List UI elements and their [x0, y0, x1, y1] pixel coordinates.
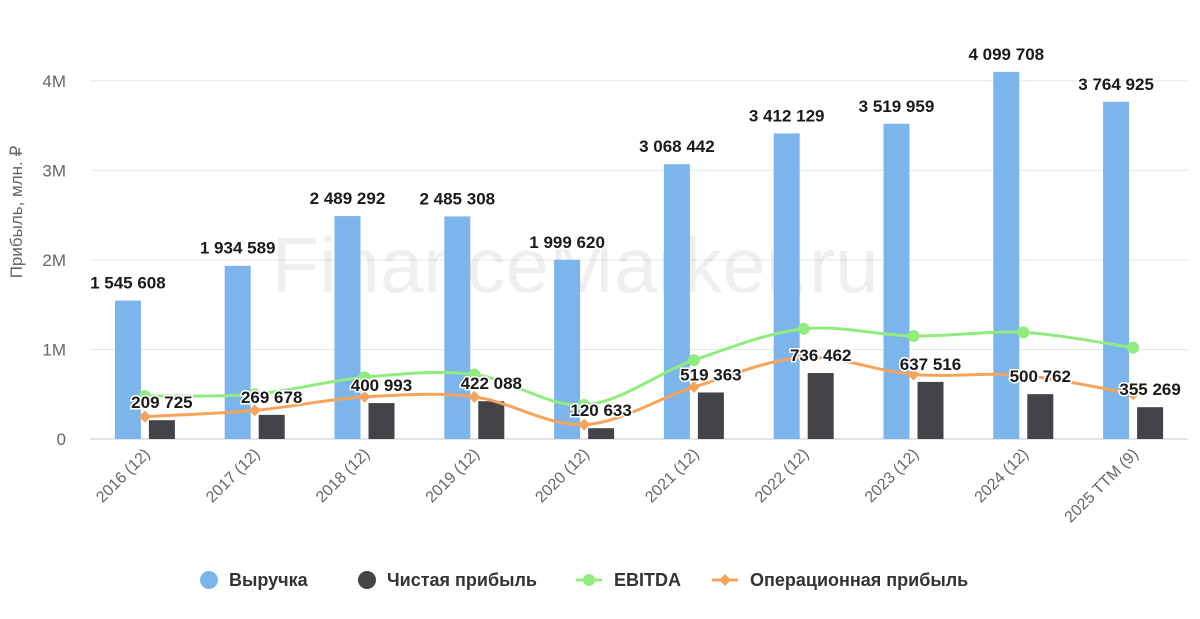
y-tick-label: 2M — [42, 251, 66, 270]
point-ebitda[interactable] — [248, 388, 261, 401]
y-axis: 0 1M 2M 3M 4M — [42, 72, 66, 449]
point-ebitda[interactable] — [797, 322, 810, 335]
bar-revenue[interactable] — [1103, 101, 1130, 439]
bar-revenue[interactable] — [334, 216, 361, 439]
x-tick-label: 2022 (12) — [752, 446, 812, 506]
net-profit-data-label: 500 762 — [1010, 367, 1071, 386]
net-profit-data-label: 519 363 — [680, 365, 741, 384]
revenue-data-label: 4 099 708 — [968, 45, 1044, 64]
point-ebitda[interactable] — [138, 390, 151, 403]
legend-item[interactable]: EBITDA — [576, 570, 681, 590]
data-labels: 1 545 608 1 934 589 2 489 292 2 485 308 1 99… — [89, 43, 1183, 421]
revenue-data-label: 3 068 442 — [639, 137, 715, 156]
legend[interactable]: Выручка Чистая прибыль EBITDA Операционная … — [200, 570, 968, 590]
revenue-data-label: 2 485 308 — [419, 189, 495, 208]
point-operating-profit[interactable] — [1017, 369, 1030, 382]
x-tick-label: 2023 (12) — [862, 446, 922, 506]
y-tick-label: 0 — [57, 430, 66, 449]
point-ebitda[interactable] — [1017, 326, 1030, 339]
point-operating-profit[interactable] — [468, 390, 481, 403]
bar-net-profit[interactable] — [1027, 394, 1054, 439]
legend-label: EBITDA — [614, 570, 681, 590]
y-tick-label: 1M — [42, 340, 66, 359]
legend-marker — [358, 571, 376, 589]
point-ebitda[interactable] — [468, 368, 481, 381]
bar-net-profit[interactable] — [258, 414, 285, 439]
revenue-data-label: 2 489 292 — [310, 189, 386, 208]
point-operating-profit[interactable] — [687, 381, 700, 394]
legend-item[interactable]: Выручка — [200, 570, 309, 590]
revenue-data-label: 3 764 925 — [1078, 75, 1154, 94]
revenue-data-label: 1 545 608 — [90, 274, 166, 293]
line-operating-profit — [144, 355, 1134, 427]
bar-revenue[interactable] — [444, 216, 471, 439]
point-ebitda[interactable] — [578, 398, 591, 411]
point-ebitda[interactable] — [687, 354, 700, 367]
point-ebitda[interactable] — [358, 371, 371, 384]
bar-net-profit[interactable] — [807, 373, 834, 439]
bar-net-profit[interactable] — [588, 428, 615, 439]
revenue-data-label: 3 519 959 — [859, 97, 935, 116]
net-profit-data-label: 209 725 — [131, 393, 192, 412]
revenue-data-label: 1 934 589 — [200, 239, 276, 258]
revenue-data-label: 3 412 129 — [749, 106, 825, 125]
bar-net-profit[interactable] — [148, 420, 175, 439]
point-operating-profit[interactable] — [578, 418, 591, 431]
legend-item[interactable]: Операционная прибыль — [712, 570, 968, 590]
legend-item[interactable]: Чистая прибыль — [358, 570, 537, 590]
x-tick-label: 2024 (12) — [972, 446, 1032, 506]
bar-revenue[interactable] — [114, 300, 141, 439]
y-tick-label: 4M — [42, 72, 66, 91]
legend-label: Чистая прибыль — [387, 570, 537, 590]
bar-net-profit[interactable] — [478, 401, 505, 439]
net-profit-data-label: 736 462 — [790, 346, 851, 365]
net-profit-data-label: 120 633 — [570, 401, 631, 420]
legend-label: Операционная прибыль — [750, 570, 968, 590]
y-tick-label: 3M — [42, 161, 66, 180]
point-operating-profit[interactable] — [907, 368, 920, 381]
bar-net-profit[interactable] — [697, 392, 724, 439]
net-profit-data-label: 400 993 — [351, 376, 412, 395]
legend-marker — [200, 571, 218, 589]
legend-marker — [583, 574, 595, 586]
x-tick-label: 2020 (12) — [532, 446, 592, 506]
x-tick-label: 2019 (12) — [423, 446, 483, 506]
y-axis-label: Прибыль, млн. ₽ — [7, 146, 26, 279]
revenue-data-label: 1 999 620 — [529, 233, 605, 252]
x-tick-label: 2017 (12) — [203, 446, 263, 506]
point-ebitda[interactable] — [1127, 341, 1140, 354]
x-tick-label: 2016 (12) — [93, 446, 153, 506]
net-profit-data-label: 422 088 — [461, 374, 522, 393]
bar-revenue[interactable] — [554, 259, 581, 439]
legend-marker — [719, 574, 731, 586]
x-tick-label: 2021 (12) — [642, 446, 702, 506]
bar-net-profit[interactable] — [368, 403, 395, 439]
net-profit-data-label: 269 678 — [241, 388, 302, 407]
bar-revenue[interactable] — [883, 123, 910, 439]
point-operating-profit[interactable] — [138, 410, 151, 423]
point-operating-profit[interactable] — [358, 390, 371, 403]
x-axis: 2016 (12) 2017 (12) 2018 (12) 2019 (12) 2020… — [93, 446, 1142, 526]
bar-net-profit[interactable] — [1137, 407, 1164, 439]
x-tick-label: 2025 TTM (9) — [1062, 446, 1142, 526]
legend-label: Выручка — [229, 570, 309, 590]
net-profit-data-label: 637 516 — [900, 355, 961, 374]
point-ebitda[interactable] — [907, 330, 920, 343]
bar-revenue[interactable] — [773, 133, 800, 439]
net-profit-data-label: 355 269 — [1119, 380, 1180, 399]
point-operating-profit[interactable] — [797, 351, 810, 364]
point-operating-profit[interactable] — [248, 404, 261, 417]
bar-revenue[interactable] — [993, 71, 1020, 439]
x-tick-label: 2018 (12) — [313, 446, 373, 506]
line-ebitda — [144, 326, 1134, 407]
point-operating-profit[interactable] — [1127, 388, 1140, 401]
bar-net-profit[interactable] — [917, 381, 944, 439]
lines — [138, 322, 1140, 431]
